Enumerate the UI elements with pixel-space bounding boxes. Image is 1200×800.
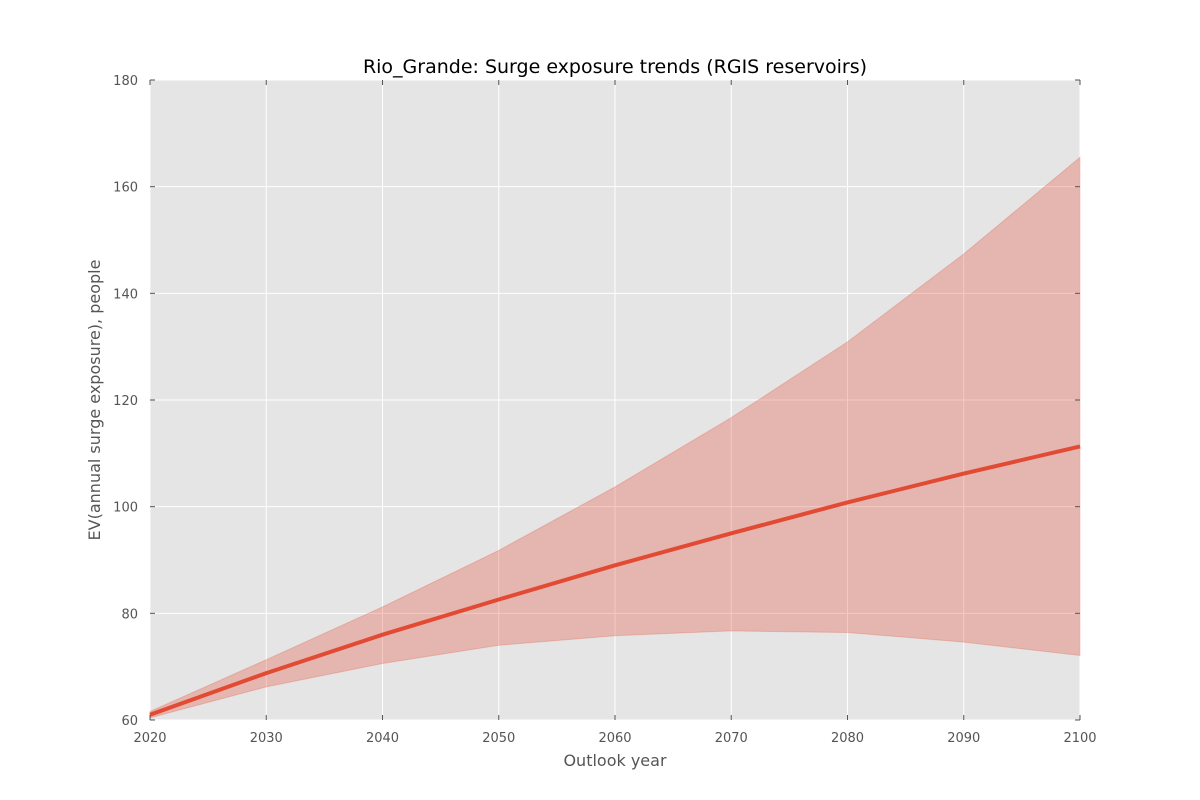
y-tick-label-60: 60 — [121, 714, 138, 729]
y-axis-label: EV(annual surge exposure), people — [85, 260, 104, 541]
x-tick-label-2100: 2100 — [1063, 731, 1096, 746]
x-tick-label-2050: 2050 — [482, 731, 515, 746]
series-line-expected-value — [149, 444, 1081, 717]
uncertainty-band — [149, 156, 1081, 719]
y-tick-label-140: 140 — [113, 287, 138, 302]
x-axis-label: Outlook year — [563, 751, 667, 770]
y-tick-label-80: 80 — [121, 607, 138, 622]
y-tick-labels: 60 80 100 120 140 160 180 — [113, 74, 138, 729]
chart-title: Rio_Grande: Surge exposure trends (RGIS … — [363, 56, 867, 78]
x-tick-label-2040: 2040 — [366, 731, 399, 746]
x-tick-label-2060: 2060 — [598, 731, 631, 746]
x-tick-label-2080: 2080 — [831, 731, 864, 746]
y-tick-label-100: 100 — [113, 501, 138, 516]
axis-ticks — [149, 79, 1081, 721]
x-tick-label-2090: 2090 — [947, 731, 980, 746]
y-tick-label-160: 160 — [113, 181, 138, 196]
x-tick-label-2030: 2030 — [250, 731, 283, 746]
y-tick-label-180: 180 — [113, 74, 138, 89]
x-tick-labels: 2020 2030 2040 2050 2060 2070 2080 2090 2100 — [133, 731, 1096, 746]
x-tick-label-2070: 2070 — [715, 731, 748, 746]
x-tick-label-2020: 2020 — [133, 731, 166, 746]
y-tick-label-120: 120 — [113, 394, 138, 409]
